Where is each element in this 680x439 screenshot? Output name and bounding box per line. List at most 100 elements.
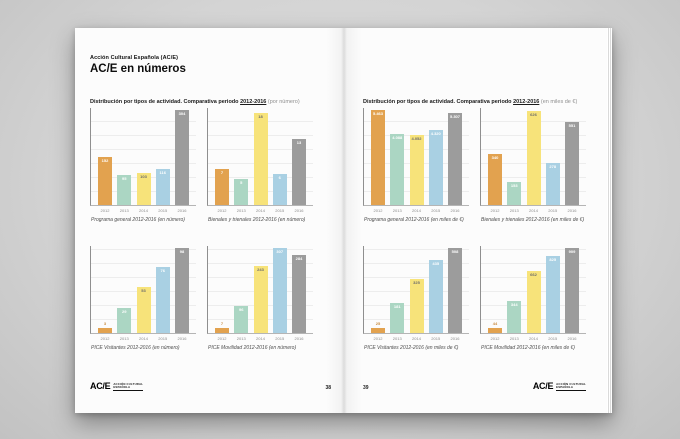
bar-rect: 95 — [117, 175, 132, 205]
page-left: Acción Cultural Española (AC/E) AC/E en … — [75, 28, 343, 413]
x-tick-label: 2012 — [100, 336, 110, 341]
x-tick-label: 2014 — [256, 336, 265, 341]
ace-logo: AC/E ACCIÓN CULTURAL ESPAÑOLA — [90, 382, 144, 391]
bar-2012: 7 — [215, 321, 229, 333]
bar-rect: 551 — [565, 122, 579, 205]
bar-value-label: 76 — [160, 268, 165, 273]
chart-pice-visitantes-miles: 25 181 325 435 508 2012 2013 2014 2015 2016 PICE… — [363, 246, 469, 351]
bar-2014: 662 — [526, 271, 541, 333]
bar-2016: 304 — [175, 110, 189, 205]
chart-caption: PICE Movilidad 2012-2016 (en miles de €) — [481, 345, 575, 351]
bar-rect — [488, 328, 502, 333]
bar-2015: 435 — [428, 260, 443, 333]
bar-rect: 153 — [507, 182, 522, 205]
bar-rect: 435 — [428, 260, 443, 333]
x-tick-label: 2014 — [412, 336, 421, 341]
book-spread: Acción Cultural Española (AC/E) AC/E en … — [75, 28, 612, 413]
bar-rect: 98 — [175, 248, 189, 333]
chart-plot-area: 340 153 626 278 551 — [480, 108, 586, 206]
x-tick-label: 2015 — [548, 336, 558, 341]
chart-caption: Programa general 2012-2016 (en miles de … — [364, 217, 464, 223]
bar-value-label: 325 — [413, 280, 420, 285]
chart-pice-movilidad-numero: 7 96 243 307 284 2012 2013 2014 2015 2016 PICE M… — [207, 246, 313, 351]
x-tick-label: 2016 — [450, 336, 460, 341]
page-title: AC/E en números — [90, 63, 186, 75]
page-footer-left: AC/E ACCIÓN CULTURAL ESPAÑOLA 38 — [90, 382, 331, 392]
bar-rect: 304 — [175, 110, 189, 205]
chart-bienales-trienales-miles: 340 153 626 278 551 2012 2013 2014 2015 2016 Bie… — [480, 108, 586, 223]
bar-value-label: 662 — [530, 272, 537, 277]
bar-2012: 25 — [371, 321, 385, 333]
bar-rect: 181 — [390, 303, 405, 333]
x-tick-label: 2013 — [119, 336, 129, 341]
bar-value-label: 243 — [257, 267, 264, 272]
page-footer-right: 39 AC/E ACCIÓN CULTURAL ESPAÑOLA — [363, 382, 586, 391]
bar-2012: 340 — [488, 154, 502, 205]
bar-2013: 95 — [117, 175, 132, 205]
x-tick-label: 2016 — [177, 208, 187, 213]
bar-value-label: 103 — [140, 174, 147, 179]
bar-value-label: 25 — [375, 320, 381, 326]
bar-value-label: 4.088 — [392, 135, 403, 140]
section-heading-right: Distribución por tipos de actividad. Com… — [363, 99, 577, 105]
x-tick-label: 2016 — [294, 336, 304, 341]
x-tick-label: 2014 — [139, 336, 148, 341]
bar-value-label: 6 — [278, 175, 281, 180]
bar-2016: 551 — [565, 122, 579, 205]
bar-2014: 103 — [136, 173, 151, 205]
x-tick-label: 2014 — [412, 208, 421, 213]
bar-2015: 6 — [272, 174, 287, 205]
ace-logo-subtext-line1: ACCIÓN CULTURAL — [556, 382, 586, 386]
x-tick-label: 2015 — [431, 336, 441, 341]
bar-value-label: 5.463 — [372, 111, 383, 116]
chart-pice-movilidad-miles: 44 344 662 825 909 2012 2013 2014 2015 2016 PICE… — [480, 246, 586, 351]
x-tick-label: 2015 — [158, 208, 168, 213]
chart-x-axis: 2012 2013 2014 2015 2016 — [90, 206, 196, 213]
chart-plot-area: 7 96 243 307 284 — [207, 246, 313, 334]
bar-value-label: 307 — [276, 249, 284, 254]
bar-rect: 307 — [272, 248, 287, 333]
bar-2015: 307 — [272, 248, 287, 333]
ace-logo-subtext: ACCIÓN CULTURAL ESPAÑOLA — [113, 382, 144, 391]
bar-rect: 6 — [272, 174, 287, 205]
x-tick-label: 2015 — [158, 336, 168, 341]
bar-rect — [371, 328, 385, 333]
bar-rect — [98, 328, 112, 333]
chart-x-axis: 2012 2013 2014 2015 2016 — [207, 334, 313, 341]
bar-2016: 5.307 — [448, 113, 462, 205]
chart-caption: PICE Movilidad 2012-2016 (en número) — [208, 345, 297, 351]
bar-value-label: 284 — [295, 256, 303, 261]
x-tick-label: 2014 — [529, 336, 538, 341]
x-tick-label: 2015 — [275, 336, 285, 341]
bar-rect — [215, 328, 229, 333]
bar-value-label: 508 — [451, 249, 459, 254]
x-tick-label: 2016 — [450, 208, 460, 213]
bar-2013: 96 — [234, 306, 249, 333]
charts-grid-left: 152 95 103 116 304 2012 2013 2014 2015 2016 Prog… — [90, 108, 313, 351]
chart-x-axis: 2012 2013 2014 2015 2016 — [480, 206, 586, 213]
bar-rect: 325 — [409, 279, 424, 333]
x-tick-label: 2013 — [236, 336, 246, 341]
bar-rect: 53 — [136, 287, 151, 333]
bar-2014: 18 — [253, 113, 268, 205]
bar-2016: 98 — [175, 248, 189, 333]
bar-value-label: 7 — [220, 170, 224, 175]
bar-value-label: 29 — [122, 309, 127, 314]
bar-2014: 325 — [409, 279, 424, 333]
bar-value-label: 4.052 — [411, 136, 422, 141]
bar-value-label: 13 — [296, 140, 302, 145]
ace-logo-subtext-line2: ESPAÑOLA — [113, 386, 144, 391]
bar-2013: 344 — [507, 301, 522, 333]
page-number: 38 — [325, 385, 331, 391]
bar-value-label: 44 — [492, 320, 498, 326]
bar-value-label: 153 — [510, 183, 518, 188]
chart-caption: PICE Visitantes 2012-2016 (en miles de €… — [364, 345, 459, 351]
x-tick-label: 2013 — [236, 208, 246, 213]
chart-plot-area: 25 181 325 435 508 — [363, 246, 469, 334]
bar-value-label: 340 — [491, 155, 499, 160]
x-tick-label: 2012 — [100, 208, 110, 213]
ace-logo: AC/E ACCIÓN CULTURAL ESPAÑOLA — [533, 382, 586, 391]
x-tick-label: 2013 — [509, 208, 519, 213]
ace-logo-wordmark: AC/E — [532, 381, 554, 391]
bar-rect: 5 — [234, 179, 249, 205]
